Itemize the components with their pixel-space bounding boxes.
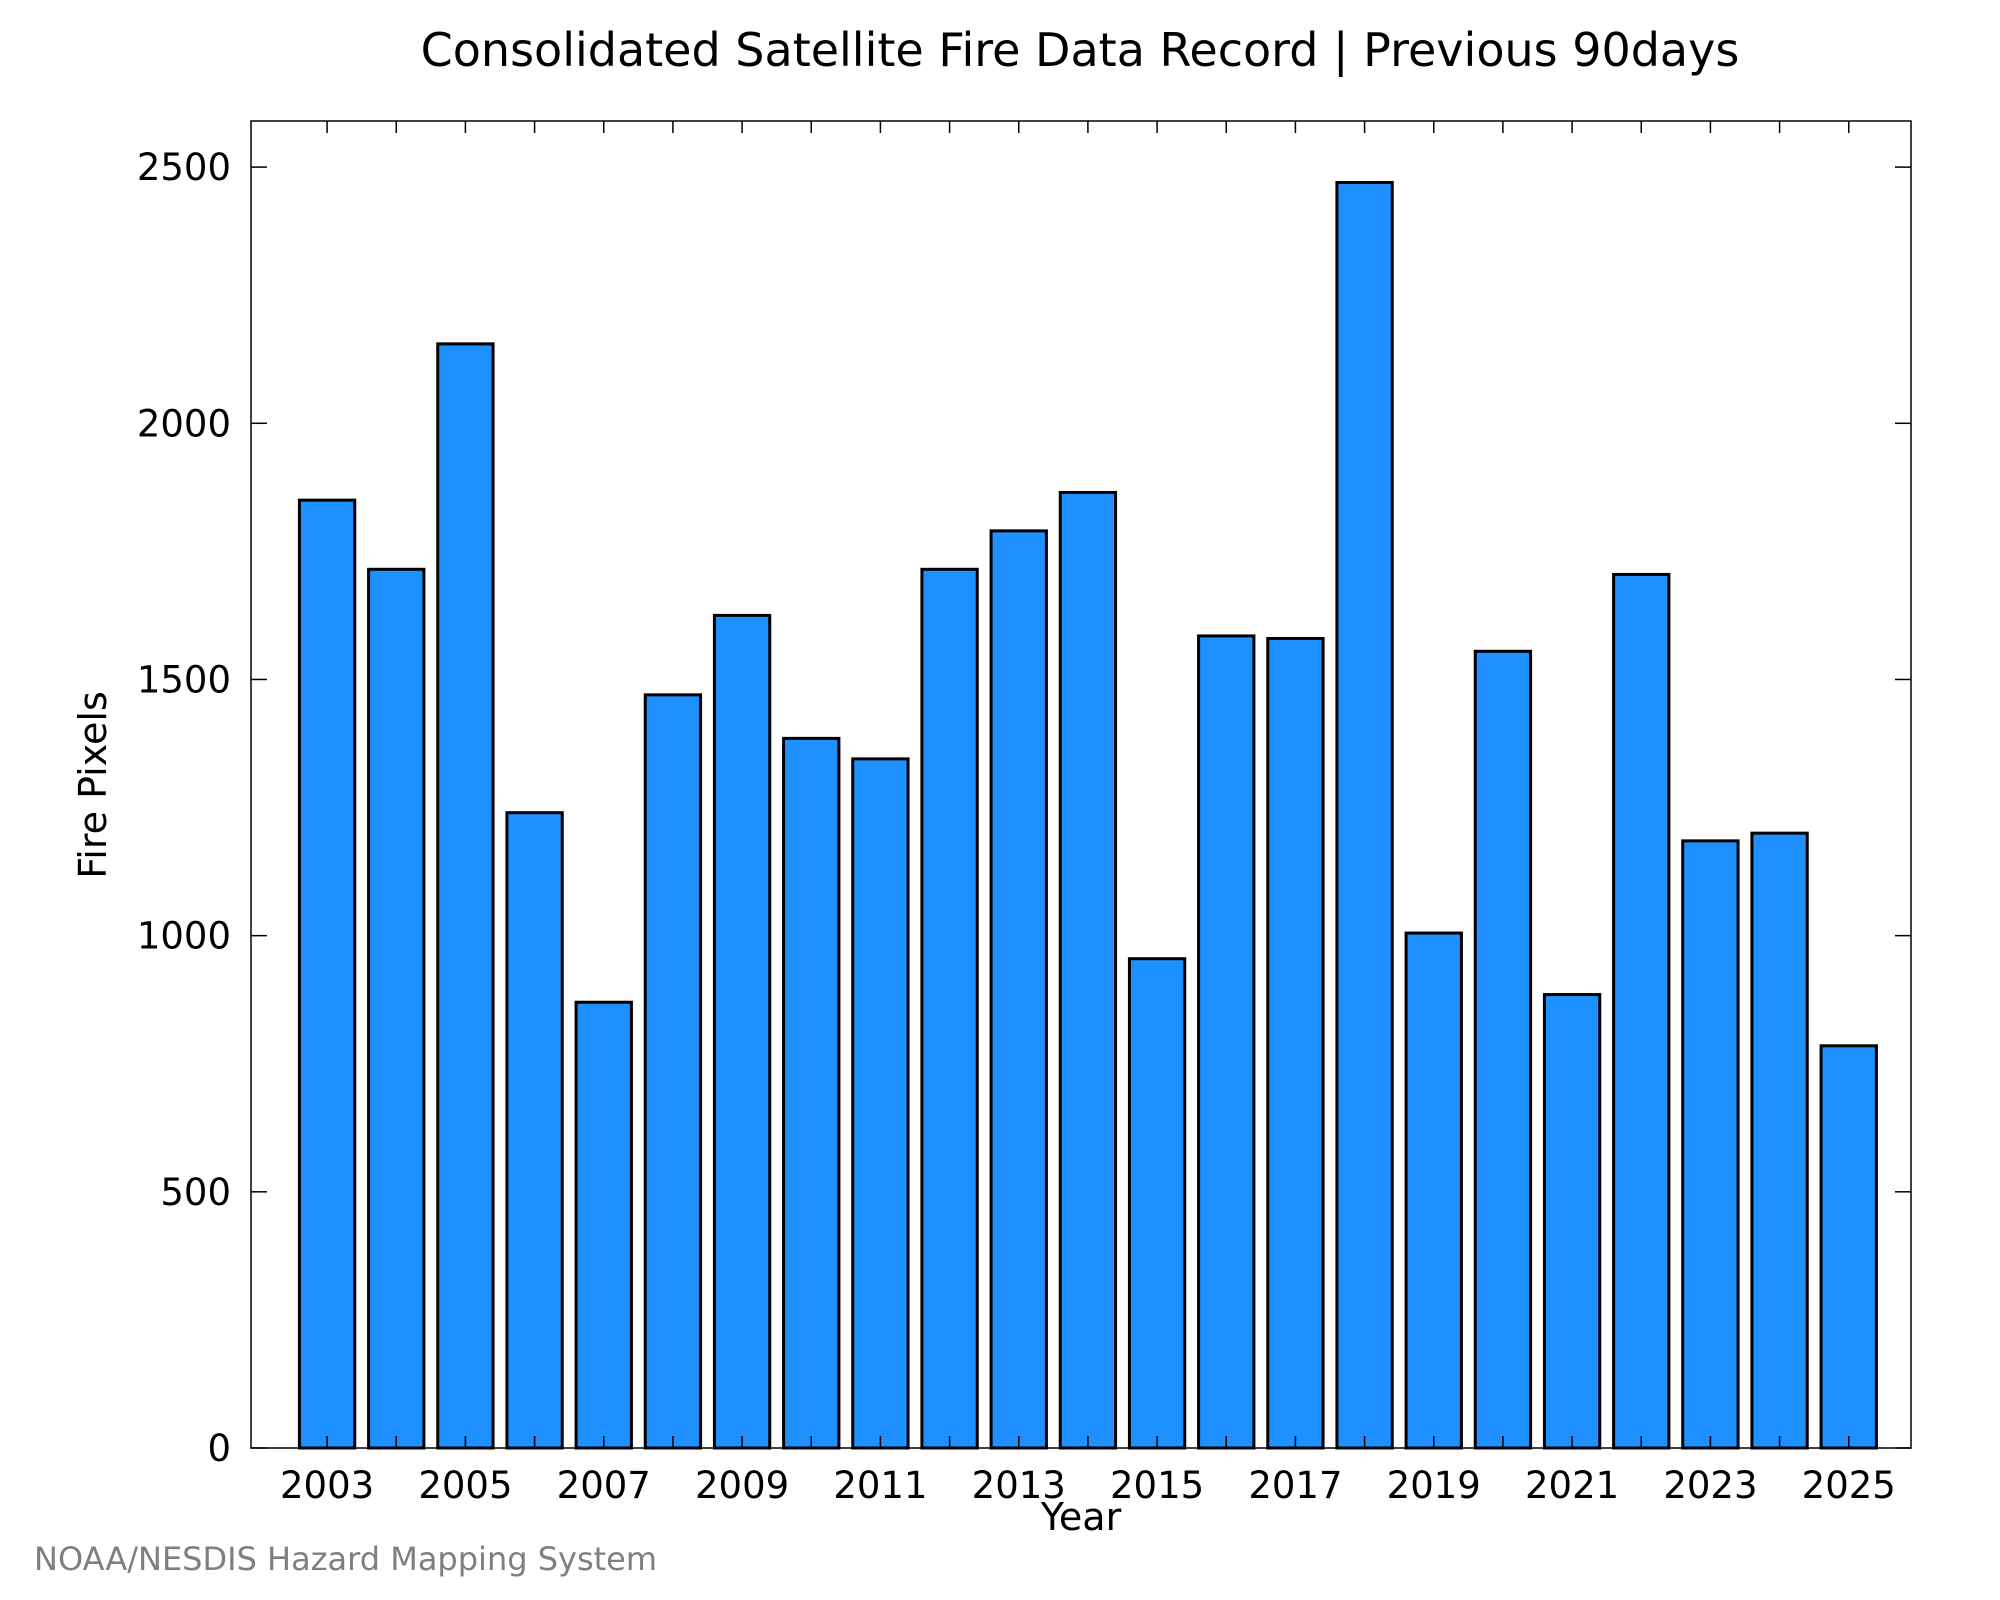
- x-tick-label-2013: 2013: [972, 1464, 1066, 1507]
- x-tick-label-2017: 2017: [1248, 1464, 1342, 1507]
- bar-2017: [1266, 636, 1325, 1450]
- bar-2018: [1335, 180, 1394, 1450]
- bar-2010: [782, 736, 841, 1450]
- y-ticks: 0 500 1000 1500 2000 2500: [137, 146, 1911, 1470]
- x-tick-label-2025: 2025: [1802, 1464, 1896, 1507]
- y-tick-label-0: 0: [207, 1427, 231, 1470]
- x-tick-label-2005: 2005: [418, 1464, 512, 1507]
- x-ticks: 2003 2005 2007 2009 2011 2013 2015 2017 2019 2021…: [280, 121, 1896, 1507]
- bar-2012: [920, 567, 979, 1450]
- x-tick-label-2009: 2009: [695, 1464, 789, 1507]
- bar-2025: [1819, 1044, 1878, 1450]
- bars: [297, 180, 1878, 1450]
- footer-credit: NOAA/NESDIS Hazard Mapping System: [34, 1540, 657, 1578]
- bar-2024: [1750, 831, 1809, 1450]
- y-tick-label-1500: 1500: [137, 658, 231, 701]
- bar-2015: [1127, 957, 1187, 1450]
- bar-2021: [1542, 993, 1602, 1450]
- chart-title: Consolidated Satellite Fire Data Record …: [421, 23, 1740, 78]
- x-tick-label-2015: 2015: [1110, 1464, 1204, 1507]
- bar-2023: [1681, 839, 1740, 1450]
- bar-2005: [436, 342, 495, 1450]
- x-tick-label-2019: 2019: [1387, 1464, 1481, 1507]
- y-tick-label-2000: 2000: [137, 402, 231, 445]
- x-tick-label-2007: 2007: [557, 1464, 651, 1507]
- bar-2013: [989, 529, 1048, 1450]
- bar-2008: [643, 693, 703, 1450]
- x-axis-label: Year: [1040, 1495, 1122, 1539]
- x-tick-label-2023: 2023: [1663, 1464, 1757, 1507]
- y-tick-label-500: 500: [160, 1171, 231, 1214]
- bar-2016: [1197, 634, 1256, 1450]
- bar-2003: [297, 498, 357, 1450]
- bar-2007: [574, 1000, 633, 1450]
- y-tick-label-1000: 1000: [137, 915, 231, 958]
- x-tick-label-2011: 2011: [833, 1464, 927, 1507]
- y-axis-label: Fire Pixels: [71, 691, 115, 879]
- bar-2006: [505, 811, 564, 1450]
- x-tick-label-2021: 2021: [1525, 1464, 1619, 1507]
- bar-2022: [1612, 572, 1671, 1450]
- bar-2004: [367, 567, 426, 1450]
- y-tick-label-2500: 2500: [137, 146, 231, 189]
- bar-2019: [1404, 931, 1463, 1450]
- bar-2009: [712, 613, 772, 1450]
- bar-2014: [1058, 490, 1118, 1450]
- x-tick-label-2003: 2003: [280, 1464, 374, 1507]
- bar-2011: [851, 757, 910, 1450]
- bar-2020: [1473, 649, 1533, 1450]
- plot-frame: [250, 120, 1912, 1449]
